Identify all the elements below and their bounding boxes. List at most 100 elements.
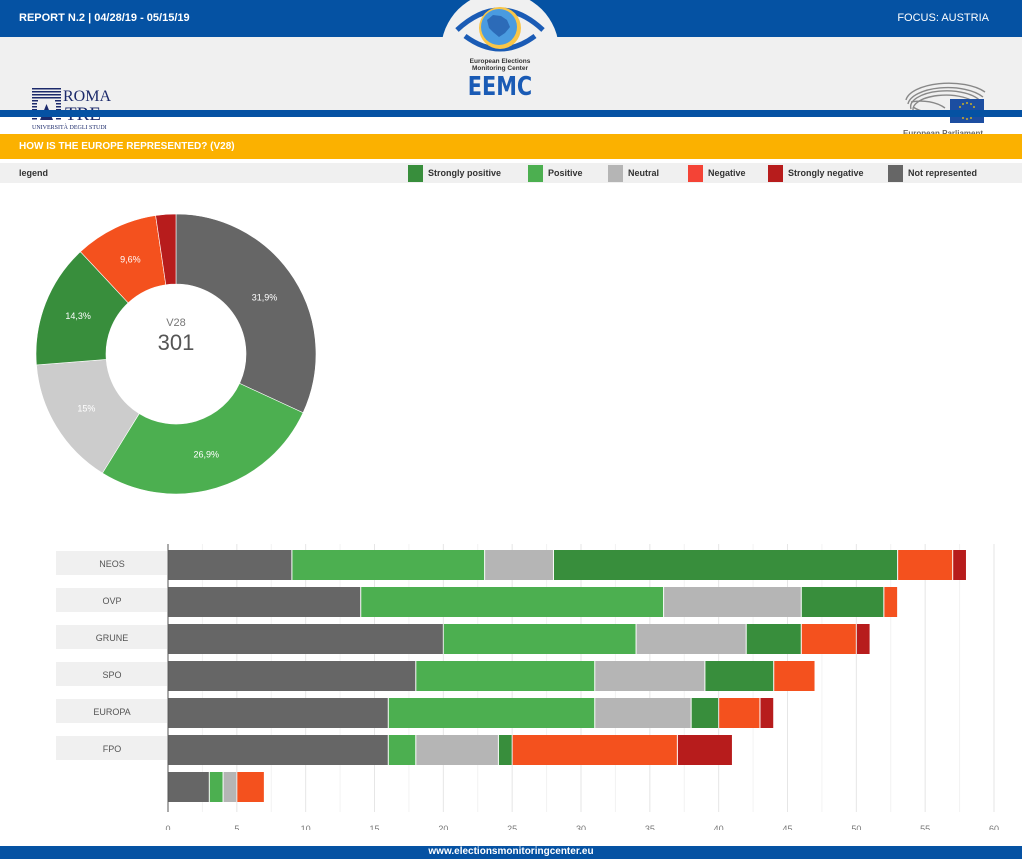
row-label: NEOS (99, 559, 125, 569)
bar-segment-negative (898, 550, 953, 580)
row-label-box (56, 736, 167, 760)
stacked-bar-chart: 0 5 10 15 20 25 30 35 40 45 50 55 60 NEOS OVP GRUNE SPO E… (56, 544, 999, 830)
legend-label: Positive (548, 168, 583, 178)
bar-segment-strongly-negative (953, 550, 966, 580)
legend-label: Strongly positive (428, 168, 502, 178)
bar-segment-neutral (636, 624, 746, 654)
bar-segment-neutral (595, 661, 705, 691)
legend-title: legend (19, 168, 49, 178)
bar-segment-strongly-positive (705, 661, 774, 691)
logo-bar: ROMA TRE UNIVERSITÀ DEGLI STUDI European… (0, 37, 1022, 138)
bar-segment-neutral (664, 587, 801, 617)
bar-segment-not-represented (168, 624, 443, 654)
donut-slice-not-represented (175, 213, 317, 414)
bar-segment-not-represented (168, 698, 388, 728)
bar-segment-negative (512, 735, 677, 765)
legend-swatch (768, 164, 783, 182)
svg-text:ROMA: ROMA (63, 88, 111, 105)
x-tick-label: 15 (369, 824, 379, 830)
row-label: SPO (102, 670, 121, 680)
bar-segment-neutral (416, 735, 498, 765)
legend-item-strongly-negative: Strongly negative (768, 163, 864, 183)
svg-text:UNIVERSITÀ DEGLI STUDI: UNIVERSITÀ DEGLI STUDI (32, 123, 107, 131)
bar-segment-negative (237, 772, 264, 802)
eemc-acronym: EEMC (467, 72, 533, 102)
bar-segment-neutral (485, 550, 553, 580)
bar-segment-not-represented (168, 587, 361, 617)
footer-bar: www.electionsmonitoringcenter.eu (0, 846, 1022, 859)
bar-segment-neutral (595, 698, 691, 728)
bar-segment-strongly-negative (856, 624, 870, 654)
svg-text:European Parliament: European Parliament (903, 129, 983, 138)
donut-slice-label: 14,3% (65, 311, 91, 321)
donut-slice-label: 15% (77, 404, 95, 414)
x-tick-label: 35 (645, 824, 655, 830)
bar-segment-positive (361, 587, 664, 617)
bar-segment-negative (774, 661, 815, 691)
section-title-bar: HOW IS THE EUROPE REPRESENTED? (V28) (0, 134, 1022, 159)
donut-slice-label: 31,9% (252, 292, 278, 302)
legend-item-strongly-positive: Strongly positive (408, 163, 501, 183)
row-label-box (56, 551, 167, 575)
legend-item-not-represented: Not represented (888, 163, 977, 183)
legend-label: Negative (708, 168, 746, 178)
legend-label: Not represented (908, 168, 978, 178)
x-tick-label: 0 (165, 824, 170, 830)
x-tick-label: 45 (782, 824, 792, 830)
row-label: FPO (103, 744, 122, 754)
bar-segment-strongly-positive (801, 587, 884, 617)
bar-segment-strongly-negative (760, 698, 774, 728)
row-label-box (56, 699, 167, 723)
bar-segment-positive (443, 624, 636, 654)
x-tick-label: 25 (507, 824, 517, 830)
legend-item-negative: Negative (688, 163, 746, 183)
bar-segment-strongly-positive (498, 735, 512, 765)
bar-segment-strongly-positive (691, 698, 719, 728)
x-tick-label: 55 (920, 824, 930, 830)
legend: legend Strongly positive Positive Neutra… (0, 163, 1022, 183)
focus-label: FOCUS: AUSTRIA (897, 12, 989, 24)
legend-label: Strongly negative (788, 168, 864, 178)
row-label: EUROPA (93, 707, 130, 717)
footer-url[interactable]: www.electionsmonitoringcenter.eu (428, 846, 594, 857)
row-label: OVP (102, 596, 121, 606)
eye-globe-icon (455, 7, 545, 52)
bar-segment-not-represented (168, 550, 292, 580)
bar-segment-positive (388, 735, 416, 765)
legend-label: Neutral (628, 168, 660, 178)
bar-segment-strongly-positive (746, 624, 801, 654)
legend-swatch (888, 164, 903, 182)
x-tick-label: 40 (714, 824, 724, 830)
bar-segment-positive (388, 698, 595, 728)
x-tick-label: 30 (576, 824, 586, 830)
donut-center-label: V28 (166, 317, 186, 329)
row-label-box (56, 662, 167, 686)
donut-center-value: 301 (157, 330, 195, 355)
bar-segment-negative (801, 624, 856, 654)
x-tick-label: 5 (234, 824, 239, 830)
row-label: GRUNE (96, 633, 129, 643)
x-tick-label: 50 (851, 824, 861, 830)
bar-segment-negative (719, 698, 760, 728)
bar-segment-negative (884, 587, 898, 617)
donut-slice-positive (102, 382, 304, 495)
bar-segment-positive (292, 550, 485, 580)
legend-swatch (688, 164, 703, 182)
bar-segment-positive (209, 772, 223, 802)
row-label-box (56, 588, 167, 612)
bar-segment-not-represented (168, 661, 416, 691)
bar-segment-strongly-positive (553, 550, 898, 580)
x-tick-label: 60 (989, 824, 999, 830)
report-title: REPORT N.2 | 04/28/19 - 05/15/19 (19, 12, 190, 24)
header-divider (0, 110, 1022, 117)
donut-slice-strongly-negative (155, 213, 177, 286)
x-tick-label: 20 (438, 824, 448, 830)
section-title: HOW IS THE EUROPE REPRESENTED? (V28) (19, 141, 235, 152)
bar-segment-not-represented (168, 735, 388, 765)
legend-swatch (528, 164, 543, 182)
legend-item-positive: Positive (528, 163, 583, 183)
eemc-subtitle: European Elections Monitoring Center (469, 58, 531, 72)
legend-swatch (608, 164, 623, 182)
donut-slice-label: 26,9% (193, 450, 219, 460)
x-tick-label: 10 (301, 824, 311, 830)
